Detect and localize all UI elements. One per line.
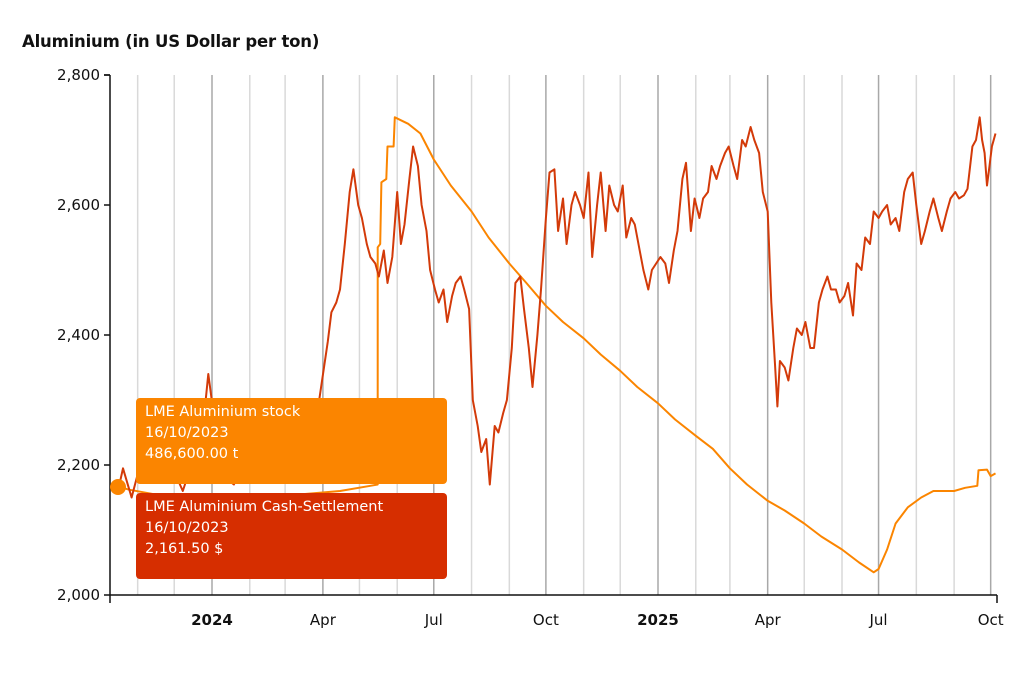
y-axis: 2,000 2,200 2,400 2,600 2,800 [57,66,111,604]
tooltip-stock: LME Aluminium stock 16/10/2023 486,600.0… [136,398,447,484]
y-tick-label: 2,800 [57,66,100,84]
y-tick-label: 2,200 [57,456,100,474]
tooltip-price-date: 16/10/2023 [145,520,229,536]
y-tick-label: 2,000 [57,586,100,604]
tooltip-price: LME Aluminium Cash-Settlement 16/10/2023… [136,493,447,579]
y-tick-label: 2,600 [57,196,100,214]
x-tick-label: 2024 [191,611,233,629]
tooltip-stock-date: 16/10/2023 [145,425,229,441]
x-tick-label: 2025 [637,611,679,629]
price-series-line[interactable] [117,116,997,499]
hover-point-marker [110,479,126,495]
x-tick-label: Apr [755,611,782,629]
tooltip-price-series: LME Aluminium Cash-Settlement [145,499,384,515]
x-tick-label: Jul [424,611,443,629]
y-tick-label: 2,400 [57,326,100,344]
vertical-gridlines [136,75,992,595]
x-axis: 2024 Apr Jul Oct 2025 Apr Jul Oct [110,594,1004,629]
x-tick-label: Jul [869,611,888,629]
x-tick-label: Apr [310,611,337,629]
tooltip-stock-series: LME Aluminium stock [145,404,301,420]
x-tick-label: Oct [978,611,1004,629]
tooltip-stock-value: 486,600.00 t [145,446,239,462]
chart-title: Aluminium (in US Dollar per ton) [22,32,320,51]
x-tick-label: Oct [533,611,559,629]
tooltip-price-value: 2,161.50 $ [145,541,224,557]
